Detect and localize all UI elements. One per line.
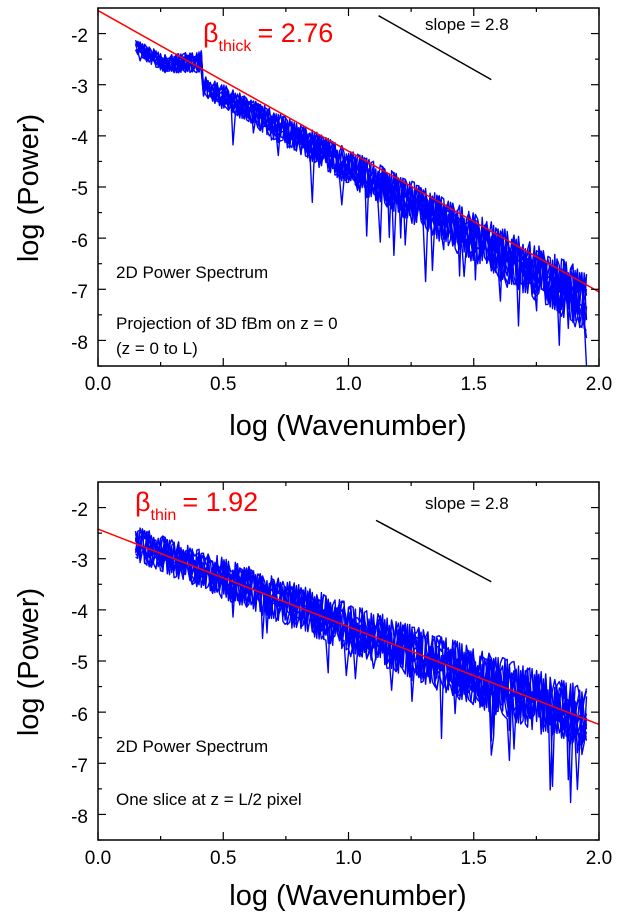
beta-subscript-thick: thick	[219, 38, 253, 55]
tick-label-y-thick-5: -7	[71, 282, 88, 303]
tick-label-y-thick-0: -2	[71, 26, 88, 47]
slope-line-thick	[378, 15, 492, 81]
annotation-thin-1: One slice at z = L/2 pixel	[116, 790, 302, 809]
x-ticks-thin	[97, 482, 600, 840]
tick-label-x-thin-4: 2.0	[586, 848, 612, 869]
tick-label-y-thin-6: -8	[71, 807, 88, 828]
tick-label-x-thin-1: 0.5	[210, 848, 236, 869]
tick-label-y-thick-6: -8	[71, 333, 88, 354]
spectrum-series-thin-8	[134, 528, 588, 746]
tick-label-x-thick-0: 0.0	[85, 374, 111, 395]
y-axis-label-thin: log (Power)	[13, 588, 45, 736]
beta-label-thick: βthick = 2.76	[203, 18, 333, 55]
annotation-thick-2: (z = 0 to L)	[116, 339, 198, 358]
tick-label-x-thick-2: 1.0	[335, 374, 361, 395]
annotation-thick-0: 2D Power Spectrum	[116, 263, 268, 282]
x-ticks-thick	[97, 8, 600, 366]
spectrum-thick	[134, 39, 588, 367]
beta-subscript-thin: thin	[151, 507, 177, 524]
tick-label-x-thin-0: 0.0	[85, 848, 111, 869]
y-axis-label-thick: log (Power)	[13, 114, 45, 262]
tick-label-x-thin-3: 1.5	[461, 848, 487, 869]
beta-value-thin: = 1.92	[182, 487, 258, 517]
beta-symbol-thick: β	[203, 18, 219, 48]
slope-label-thin: slope = 2.8	[425, 494, 509, 513]
spectrum-series-thin-9	[134, 535, 588, 740]
tick-label-y-thin-1: -3	[71, 551, 88, 572]
tick-label-y-thin-2: -4	[71, 602, 88, 623]
tick-label-y-thin-3: -5	[71, 653, 88, 674]
spectrum-series-thick-8	[135, 40, 587, 329]
y-ticks-thick	[98, 32, 599, 367]
tick-label-y-thick-3: -5	[71, 179, 88, 200]
tick-label-y-thin-5: -7	[71, 756, 88, 777]
tick-label-x-thick-3: 1.5	[461, 374, 487, 395]
fit-line-thin	[97, 528, 600, 726]
tick-label-x-thin-2: 1.0	[335, 848, 361, 869]
tick-label-x-thick-1: 0.5	[210, 374, 236, 395]
annotation-thick-1: Projection of 3D fBm on z = 0	[116, 314, 338, 333]
annotation-thin-0: 2D Power Spectrum	[116, 737, 268, 756]
beta-label-thin: βthin = 1.92	[135, 487, 258, 524]
chart-thin: 0.0 0.5 1.0 1.5 2.0 -2 -3 -4 -5 -6 -7 -8…	[13, 481, 612, 912]
spectrum-thin	[134, 527, 588, 804]
x-axis-label-thin: log (Wavenumber)	[229, 880, 466, 912]
tick-label-y-thin-0: -2	[71, 500, 88, 521]
beta-symbol-thin: β	[135, 487, 151, 517]
spectrum-series-thick-9	[134, 39, 588, 367]
tick-label-x-thick-4: 2.0	[586, 374, 612, 395]
y-ticks-thin	[98, 506, 599, 841]
tick-label-y-thick-4: -6	[71, 231, 88, 252]
tick-label-y-thick-1: -3	[71, 77, 88, 98]
tick-label-y-thin-4: -6	[71, 705, 88, 726]
slope-line-thin	[375, 519, 492, 583]
tick-label-y-thick-2: -4	[71, 128, 88, 149]
slope-label-thick: slope = 2.8	[425, 15, 509, 34]
x-axis-label-thick: log (Wavenumber)	[229, 410, 466, 442]
chart-thick: 0.0 0.5 1.0 1.5 2.0 -2 -3 -4 -5 -6 -7 -8…	[13, 7, 612, 442]
beta-value-thick: = 2.76	[257, 18, 333, 48]
plot-frame-thin	[97, 481, 600, 841]
fit-line-thick	[97, 9, 600, 293]
